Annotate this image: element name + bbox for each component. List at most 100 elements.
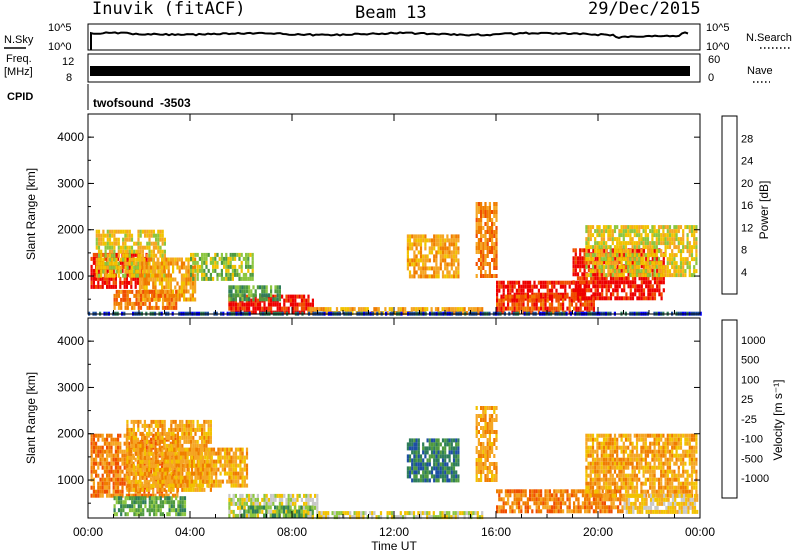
data-cell xyxy=(245,294,248,299)
data-cell xyxy=(119,465,122,470)
data-cell xyxy=(450,254,453,259)
data-cell xyxy=(605,280,608,285)
data-cell xyxy=(130,439,133,444)
data-cell xyxy=(638,257,641,262)
data-cell xyxy=(168,443,171,448)
data-cell xyxy=(122,229,125,234)
data-cell xyxy=(170,500,173,505)
data-cell xyxy=(209,260,212,265)
data-cell xyxy=(146,293,149,298)
data-cell xyxy=(115,257,118,262)
data-cell xyxy=(455,238,458,243)
data-cell xyxy=(165,471,168,476)
freq-tick-bottom: 8 xyxy=(66,72,72,84)
data-cell xyxy=(171,493,175,498)
data-cell xyxy=(256,493,259,498)
data-cell xyxy=(504,296,507,301)
data-cell xyxy=(227,276,230,281)
data-cell xyxy=(135,483,138,488)
data-cell xyxy=(179,451,183,456)
data-cell xyxy=(230,467,233,472)
data-cell xyxy=(201,272,204,277)
data-cell xyxy=(146,233,149,238)
data-cell xyxy=(183,487,186,492)
data-cell xyxy=(309,311,312,316)
data-cell xyxy=(113,241,116,246)
data-cell xyxy=(311,509,314,514)
data-cell xyxy=(602,237,606,242)
data-cell xyxy=(300,302,303,307)
data-cell xyxy=(406,246,409,251)
data-cell xyxy=(662,260,665,265)
data-cell xyxy=(237,306,240,311)
data-cell xyxy=(653,248,657,253)
data-cell xyxy=(172,431,175,436)
data-cell xyxy=(507,284,510,289)
data-cell xyxy=(175,455,178,460)
data-cell xyxy=(183,297,186,302)
data-cell xyxy=(226,471,229,476)
data-cell xyxy=(252,297,255,302)
data-cell xyxy=(146,435,149,440)
data-cell xyxy=(139,419,142,424)
data-cell xyxy=(172,277,175,282)
data-cell xyxy=(175,459,178,464)
data-cell xyxy=(242,256,245,261)
data-cell xyxy=(598,273,601,278)
data-cell xyxy=(596,272,599,277)
data-cell xyxy=(640,264,643,269)
data-cell xyxy=(636,284,639,289)
data-cell xyxy=(243,509,246,514)
data-cell xyxy=(137,427,140,432)
data-cell xyxy=(428,266,431,271)
data-cell xyxy=(135,451,138,456)
data-cell xyxy=(141,273,144,278)
data-cell xyxy=(583,272,586,277)
data-cell xyxy=(126,229,129,234)
data-cell xyxy=(441,254,445,259)
data-cell xyxy=(684,245,687,250)
data-cell xyxy=(147,277,150,282)
data-cell xyxy=(119,449,122,454)
data-cell xyxy=(607,229,610,234)
data-cell xyxy=(196,264,199,269)
data-cell xyxy=(592,284,595,289)
data-cell xyxy=(192,256,195,261)
data-cell xyxy=(126,463,129,468)
data-cell xyxy=(130,455,133,460)
data-cell xyxy=(609,272,613,277)
data-cell xyxy=(537,310,540,315)
data-cell xyxy=(135,249,138,254)
data-cell xyxy=(192,443,195,448)
data-cell xyxy=(206,459,209,464)
data-cell xyxy=(128,475,131,480)
data-cell xyxy=(307,501,310,506)
data-cell xyxy=(544,294,547,299)
data-cell xyxy=(130,467,133,472)
data-cell xyxy=(664,265,667,270)
data-cell xyxy=(686,237,689,242)
data-cell xyxy=(605,225,608,230)
data-cell xyxy=(139,447,142,452)
data-cell xyxy=(644,261,647,266)
data-cell xyxy=(229,256,232,261)
data-cell xyxy=(141,269,144,274)
data-cell xyxy=(117,229,120,234)
data-cell xyxy=(424,234,427,239)
data-cell xyxy=(535,284,538,289)
data-cell xyxy=(537,294,540,299)
data-cell xyxy=(384,307,387,312)
data-cell xyxy=(206,483,209,488)
data-cell xyxy=(546,292,549,297)
data-cell xyxy=(289,298,292,303)
data-cell xyxy=(307,493,310,498)
data-cell xyxy=(128,261,131,266)
data-cell xyxy=(303,298,306,303)
data-cell xyxy=(177,500,180,505)
data-cell xyxy=(686,249,689,254)
data-cell xyxy=(237,505,240,510)
data-cell xyxy=(243,483,246,488)
data-cell xyxy=(448,307,451,312)
data-cell xyxy=(181,427,184,432)
data-cell xyxy=(592,248,595,253)
